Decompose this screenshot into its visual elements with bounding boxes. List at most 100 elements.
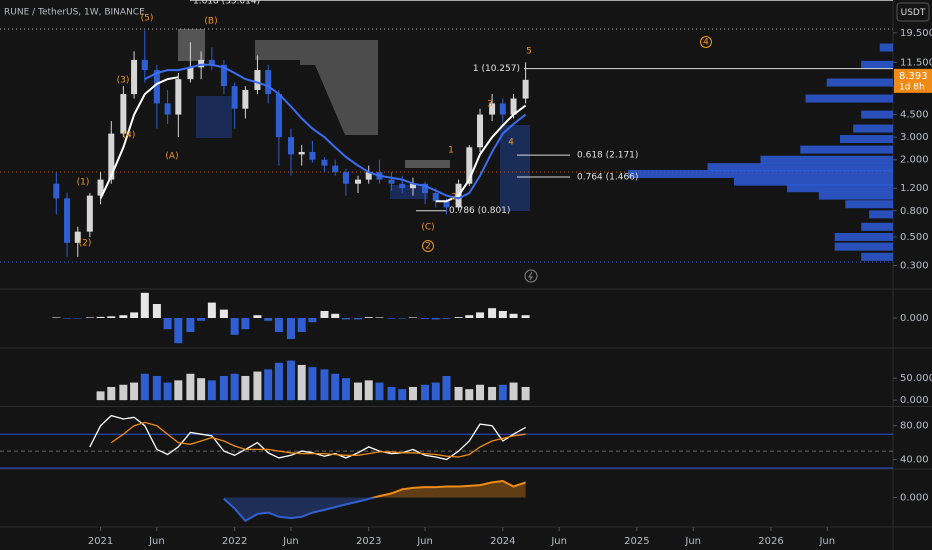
bar xyxy=(186,318,195,332)
volume-profile-bar xyxy=(879,43,893,52)
bar xyxy=(465,389,474,401)
bar xyxy=(96,316,105,318)
price-tag xyxy=(894,68,932,93)
volume-profile-bar xyxy=(834,232,893,241)
x-tick-label: Jun xyxy=(684,536,701,547)
fib-label: 0.618 (2.171) xyxy=(577,151,638,161)
bar xyxy=(431,318,440,320)
bar xyxy=(454,386,463,401)
bar xyxy=(364,317,373,318)
bar xyxy=(375,317,384,318)
y-tick-label: 0.500 xyxy=(900,232,929,243)
currency-box[interactable] xyxy=(896,2,930,22)
bar xyxy=(73,318,82,319)
candle-body xyxy=(309,151,316,160)
bar xyxy=(219,375,228,401)
bar xyxy=(241,375,250,401)
wave-label: (C) xyxy=(421,223,434,233)
candle-body xyxy=(220,64,227,87)
y-tick-label: 0.000 xyxy=(900,493,929,504)
volume-profile-bar xyxy=(734,177,893,186)
x-tick-label: Jun xyxy=(148,536,165,547)
y-tick-label: 50.000 xyxy=(900,373,932,384)
y-tick-label: 0.800 xyxy=(900,206,929,217)
y-tick-label: 0.000 xyxy=(900,313,929,324)
candle-body xyxy=(422,183,429,194)
bar xyxy=(476,384,485,401)
wave-label: 2 xyxy=(451,193,457,203)
bar xyxy=(264,318,273,321)
bar xyxy=(163,318,172,330)
bar xyxy=(421,384,430,401)
bar xyxy=(197,318,206,321)
bar xyxy=(387,318,396,319)
y-tick-label: 80.00 xyxy=(900,421,929,432)
area-line xyxy=(223,479,526,523)
candle-body xyxy=(53,183,60,199)
wave-label: (B) xyxy=(204,17,217,27)
bar xyxy=(387,386,396,401)
volume-profile-bar xyxy=(628,169,893,178)
bar xyxy=(498,384,507,401)
zone xyxy=(405,160,450,168)
wave-label: (3) xyxy=(117,76,130,86)
x-tick-label: Jun xyxy=(818,536,835,547)
candle-body xyxy=(164,103,171,115)
candle-body xyxy=(287,137,294,155)
fib-label: 0.786 (0.801) xyxy=(449,206,510,216)
moving-average xyxy=(99,76,527,203)
volume-profile-bar xyxy=(760,155,893,164)
bar xyxy=(96,391,105,401)
bar xyxy=(107,316,116,318)
bar xyxy=(186,373,195,401)
bar xyxy=(253,371,262,401)
bar xyxy=(140,373,149,401)
candle-body xyxy=(74,231,81,243)
candle-body xyxy=(321,159,328,166)
candle-body xyxy=(409,183,416,189)
currency[interactable]: USDT xyxy=(901,8,926,18)
volume-profile-bar xyxy=(861,60,893,69)
zone xyxy=(390,185,428,199)
wave-label: 2 xyxy=(425,242,431,252)
volume-profile-bar xyxy=(861,252,893,261)
bar xyxy=(163,382,172,401)
volume-profile-bar xyxy=(869,210,893,219)
bar xyxy=(354,382,363,401)
bar xyxy=(264,369,273,401)
bar xyxy=(207,302,216,318)
wave-label: (5) xyxy=(141,14,154,24)
bar xyxy=(320,311,329,318)
wave-label: (A) xyxy=(165,152,178,162)
y-tick-label: 11.500 xyxy=(900,57,932,68)
bar xyxy=(509,382,518,401)
bar xyxy=(219,309,228,318)
x-tick-label: 2025 xyxy=(624,536,649,547)
zone xyxy=(178,29,205,61)
candle-body xyxy=(510,98,517,115)
candle-body xyxy=(198,59,205,68)
bar xyxy=(375,382,384,401)
candle-body xyxy=(131,59,138,95)
bar xyxy=(152,375,161,401)
candle-body xyxy=(86,195,93,232)
volume-profile-bar xyxy=(707,163,893,172)
bar xyxy=(230,373,239,401)
candle-body xyxy=(242,89,249,109)
line-series xyxy=(89,414,526,461)
candle-body xyxy=(432,193,439,202)
bar xyxy=(107,386,116,401)
volume-profile-bar xyxy=(800,145,893,154)
bar xyxy=(521,386,530,401)
bar xyxy=(442,318,451,319)
y-tick-label: 0.300 xyxy=(900,260,929,271)
candle-body xyxy=(342,172,349,184)
bar xyxy=(174,380,183,401)
bar xyxy=(364,380,373,401)
bar xyxy=(488,386,497,401)
icon xyxy=(528,271,533,281)
candle-body xyxy=(443,201,450,208)
bar xyxy=(398,318,407,319)
bar xyxy=(174,318,183,344)
bar xyxy=(408,317,417,318)
